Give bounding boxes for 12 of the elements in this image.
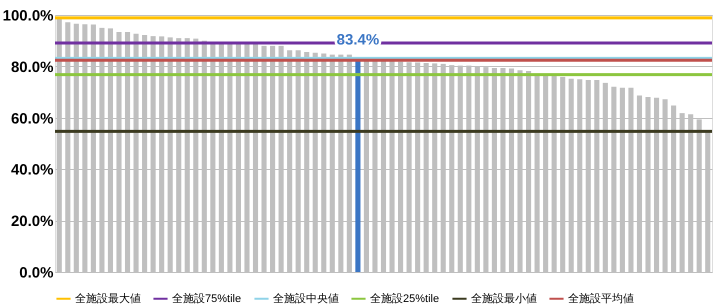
y-tick-label: 40.0% [10,162,54,179]
y-tick-label: 0.0% [19,264,54,282]
legend-label: 全施設最大値 [75,292,141,305]
legend-label: 全施設平均値 [568,292,634,305]
legend-label: 全施設75%tile [172,292,242,305]
legend-label: 全施設最小値 [471,292,537,305]
legend-label: 全施設25%tile [370,292,440,305]
y-tick-label: 80.0% [10,58,54,76]
y-tick-label: 60.0% [10,110,54,128]
y-tick-label: 20.0% [10,213,54,230]
legend-label: 全施設中央値 [273,292,339,305]
y-tick-label: 100.0% [2,8,54,24]
